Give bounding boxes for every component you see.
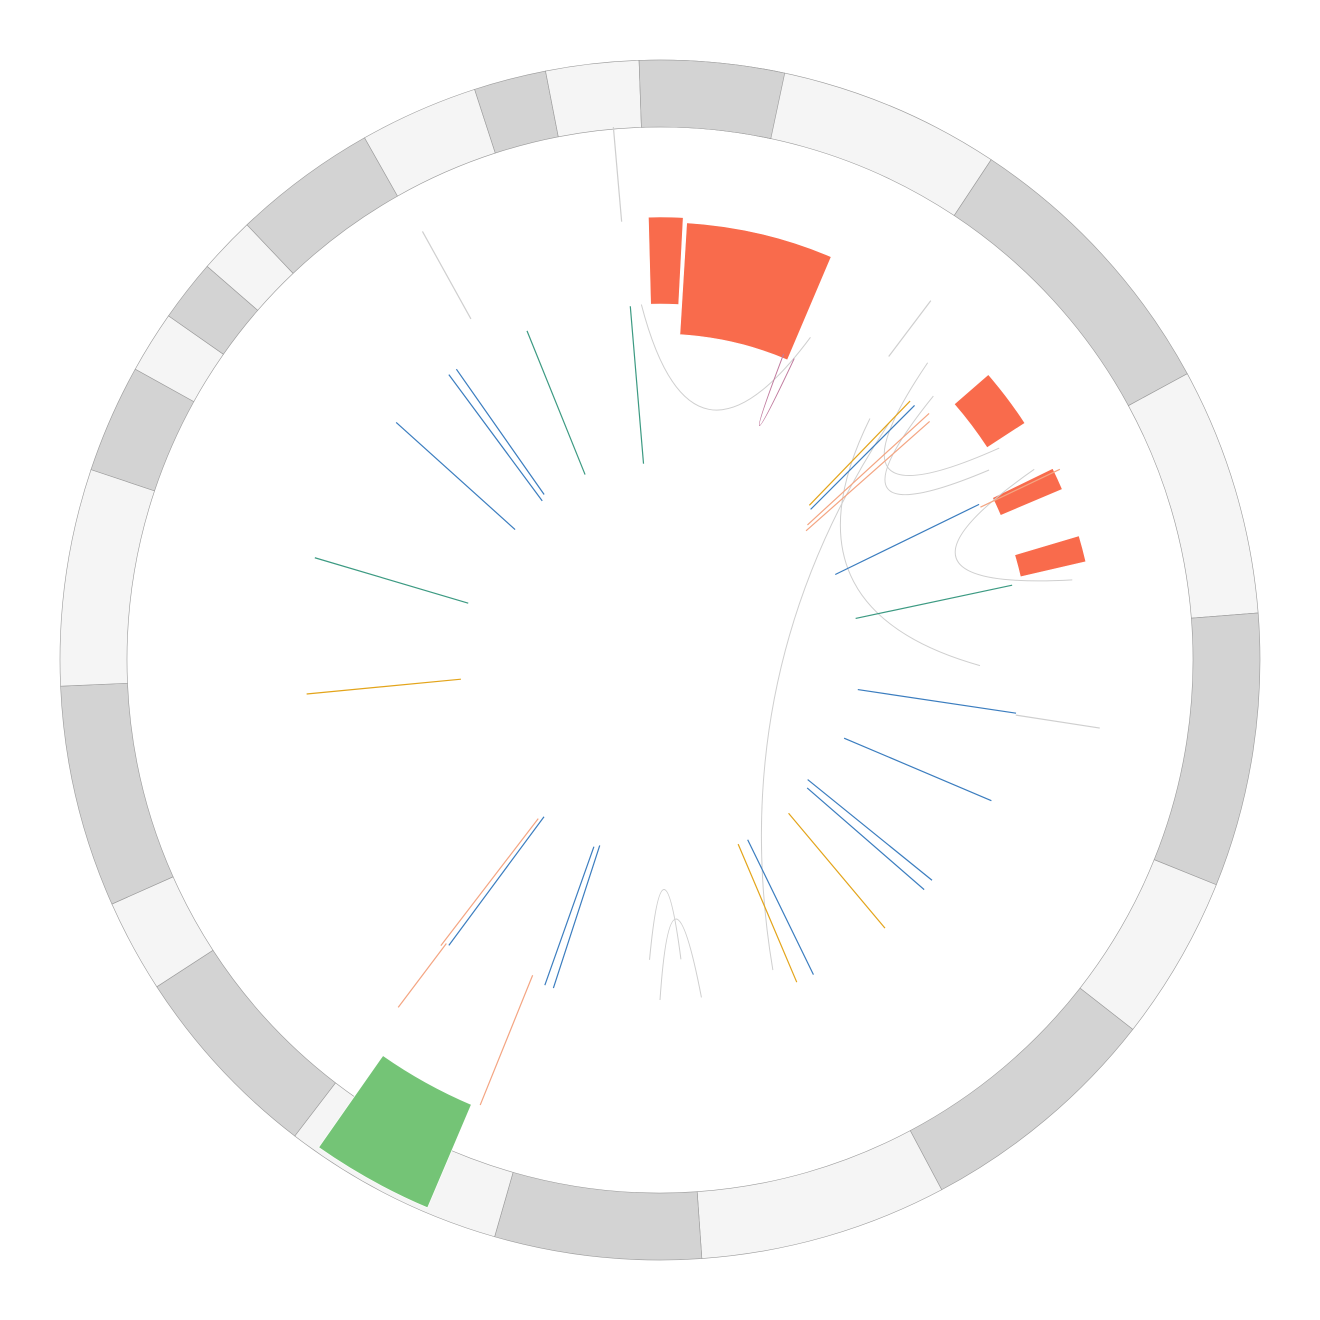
radial-link <box>629 306 645 464</box>
chord-link <box>649 889 682 960</box>
radial-link <box>421 231 472 320</box>
radial-link <box>855 584 1013 620</box>
radial-link <box>835 503 980 576</box>
radial-link <box>397 943 447 1008</box>
ideogram-segment <box>494 1171 703 1261</box>
highlight-band <box>318 1055 472 1209</box>
ideogram-segment <box>638 59 786 140</box>
chord-link <box>760 422 890 971</box>
ideogram-segment <box>909 987 1134 1191</box>
radial-link <box>807 779 933 881</box>
radial-link <box>806 787 925 891</box>
highlight-band <box>679 222 832 361</box>
radial-link <box>805 421 931 532</box>
radial-link <box>612 126 623 222</box>
radial-link <box>980 468 1061 508</box>
ideogram-segment <box>156 949 336 1137</box>
radial-link <box>544 846 595 986</box>
highlight-layer <box>318 216 1087 1209</box>
chord-link <box>839 418 981 667</box>
ideogram-segment <box>1128 373 1259 619</box>
radial-link <box>857 688 1017 714</box>
chord-link <box>659 918 702 1001</box>
radial-link <box>395 422 516 530</box>
radial-link <box>455 368 545 495</box>
radial-link <box>448 816 545 946</box>
chord-link <box>640 304 811 411</box>
chord-link <box>884 395 990 496</box>
chord-link <box>954 468 1073 582</box>
radial-link <box>843 737 992 802</box>
ideogram-segment <box>1153 612 1261 886</box>
radial-link <box>737 843 798 983</box>
chord-link <box>758 353 795 426</box>
ideogram-segment <box>696 1130 943 1259</box>
radial-link <box>808 400 911 506</box>
radial-link <box>747 839 814 975</box>
chord-link <box>883 362 1000 476</box>
highlight-band <box>648 216 684 305</box>
ideogram-segment <box>60 682 174 905</box>
ideogram-segment <box>953 159 1188 407</box>
highlight-band <box>953 374 1026 449</box>
radial-link <box>314 557 469 604</box>
radial-link <box>1015 714 1100 729</box>
radial-link <box>448 374 543 502</box>
radial-link <box>526 330 586 475</box>
radial-link <box>552 845 601 989</box>
radial-link <box>888 300 932 357</box>
radial-link <box>306 678 461 695</box>
radial-link <box>807 412 930 526</box>
radial-link <box>810 405 915 510</box>
ideogram-segment <box>59 469 155 687</box>
ideogram-segment <box>545 60 642 138</box>
radial-link <box>788 812 886 929</box>
radial-link <box>440 818 539 946</box>
radial-link <box>479 975 534 1106</box>
highlight-band <box>1014 535 1087 578</box>
highlight-band <box>992 468 1063 516</box>
link-layer <box>306 126 1100 1106</box>
